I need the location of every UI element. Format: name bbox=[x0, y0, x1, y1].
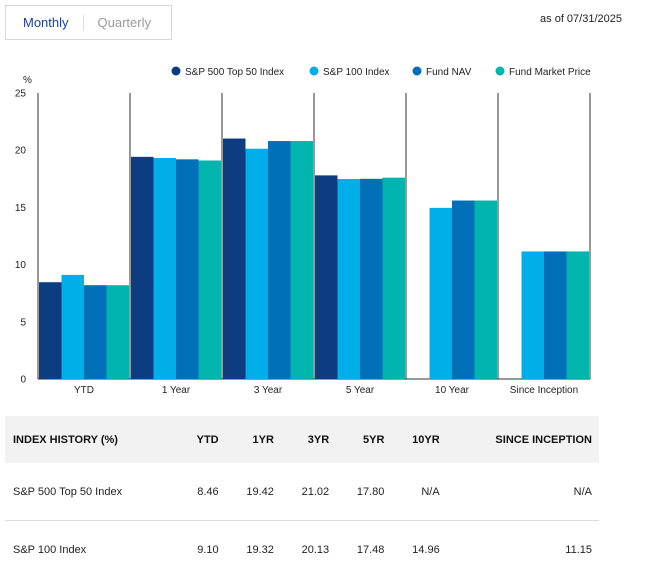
bar-fund-nav bbox=[452, 201, 475, 379]
bar-sp500-top50 bbox=[315, 175, 338, 379]
bar-fund-nav bbox=[176, 159, 199, 379]
tab-monthly[interactable]: Monthly bbox=[23, 15, 69, 30]
chart-legend: S&P 500 Top 50 Index S&P 100 Index Fund NA… bbox=[172, 67, 592, 79]
bar-sp500-top50 bbox=[39, 282, 62, 379]
tab-quarterly[interactable]: Quarterly bbox=[98, 15, 151, 30]
row-ytd: 8.46 bbox=[177, 463, 225, 521]
header-10yr: 10YR bbox=[390, 416, 445, 463]
bar-fund-nav bbox=[544, 251, 567, 379]
row-3yr: 21.02 bbox=[280, 463, 335, 521]
header-ytd: YTD bbox=[177, 416, 225, 463]
row-index-name: S&P 500 Top 50 Index bbox=[5, 463, 177, 521]
row-10yr: 14.96 bbox=[390, 521, 445, 578]
legend-marker-sp500-top50 bbox=[172, 67, 181, 76]
row-3yr: 20.13 bbox=[280, 521, 335, 578]
row-10yr: N/A bbox=[390, 463, 445, 521]
tab-divider bbox=[83, 15, 84, 31]
row-since-inception: 11.15 bbox=[446, 521, 599, 578]
y-tick-label: 25 bbox=[15, 89, 27, 100]
y-tick-label: 10 bbox=[15, 260, 27, 271]
x-tick-label: 1 Year bbox=[162, 385, 191, 396]
y-tick-label: 15 bbox=[15, 203, 27, 214]
legend-marker-sp100 bbox=[310, 67, 319, 76]
index-history-table: INDEX HISTORY (%) YTD 1YR 3YR 5YR 10YR S… bbox=[5, 416, 599, 578]
table-row: S&P 500 Top 50 Index 8.46 19.42 21.02 17… bbox=[5, 463, 599, 521]
y-tick-label: 0 bbox=[20, 375, 26, 386]
bar-sp100 bbox=[338, 179, 361, 379]
legend-label-fund-market-price: Fund Market Price bbox=[509, 67, 591, 78]
legend-label-sp100: S&P 100 Index bbox=[323, 67, 390, 78]
row-1yr: 19.42 bbox=[225, 463, 280, 521]
header-3yr: 3YR bbox=[280, 416, 335, 463]
row-1yr: 19.32 bbox=[225, 521, 280, 578]
row-5yr: 17.80 bbox=[335, 463, 390, 521]
y-tick-label: 20 bbox=[15, 146, 27, 157]
x-tick-label: Since Inception bbox=[510, 385, 578, 396]
y-tick-label: 5 bbox=[20, 317, 26, 328]
table-row: S&P 100 Index 9.10 19.32 20.13 17.48 14.… bbox=[5, 521, 599, 578]
performance-bar-chart: S&P 500 Top 50 Index S&P 100 Index Fund NA… bbox=[0, 55, 652, 405]
table-header-row: INDEX HISTORY (%) YTD 1YR 3YR 5YR 10YR S… bbox=[5, 416, 599, 463]
y-axis-unit-label: % bbox=[23, 75, 32, 86]
legend-marker-fund-market-price bbox=[496, 67, 505, 76]
legend-label-sp500-top50: S&P 500 Top 50 Index bbox=[185, 67, 284, 78]
legend-marker-fund-nav bbox=[413, 67, 422, 76]
row-5yr: 17.48 bbox=[335, 521, 390, 578]
bar-sp500-top50 bbox=[223, 139, 246, 379]
bar-sp100 bbox=[246, 149, 269, 379]
header-since-inception: SINCE INCEPTION bbox=[446, 416, 599, 463]
bar-sp100 bbox=[154, 158, 177, 379]
bar-fund-nav bbox=[84, 285, 107, 379]
bar-sp100 bbox=[430, 208, 453, 379]
x-tick-label: 5 Year bbox=[346, 385, 375, 396]
header-1yr: 1YR bbox=[225, 416, 280, 463]
row-since-inception: N/A bbox=[446, 463, 599, 521]
row-index-name: S&P 100 Index bbox=[5, 521, 177, 578]
bar-fund-market-price bbox=[107, 285, 130, 379]
bar-sp100 bbox=[62, 275, 85, 379]
header-index: INDEX HISTORY (%) bbox=[5, 416, 177, 463]
bar-fund-nav bbox=[360, 179, 383, 379]
x-tick-label: 3 Year bbox=[254, 385, 283, 396]
x-tick-label: 10 Year bbox=[435, 385, 470, 396]
bar-fund-market-price bbox=[475, 201, 498, 379]
bar-fund-market-price bbox=[291, 141, 314, 379]
bar-fund-market-price bbox=[383, 178, 406, 379]
period-toggle: Monthly Quarterly bbox=[5, 5, 172, 40]
row-ytd: 9.10 bbox=[177, 521, 225, 578]
bar-fund-market-price bbox=[199, 160, 222, 379]
x-tick-label: YTD bbox=[74, 385, 94, 396]
header-5yr: 5YR bbox=[335, 416, 390, 463]
as-of-date: as of 07/31/2025 bbox=[540, 13, 622, 25]
bar-fund-market-price bbox=[567, 251, 590, 379]
bar-sp100 bbox=[522, 251, 545, 379]
bar-sp500-top50 bbox=[131, 157, 154, 379]
legend-label-fund-nav: Fund NAV bbox=[426, 67, 472, 78]
bar-fund-nav bbox=[268, 141, 291, 379]
